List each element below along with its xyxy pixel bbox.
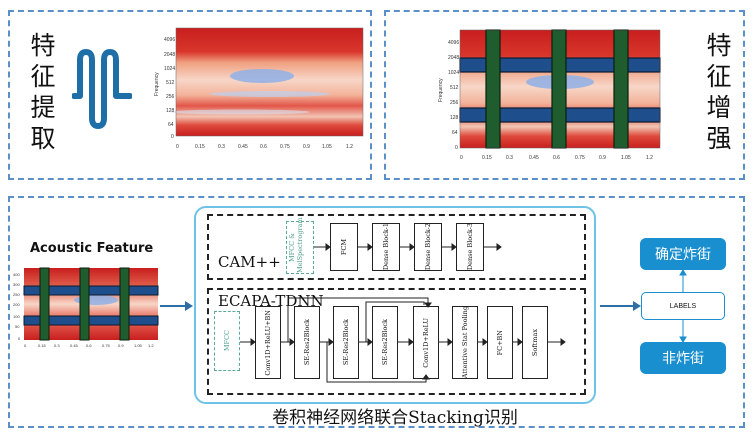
- ecapa-block: Softmax: [522, 306, 548, 379]
- output-connectors: [679, 269, 687, 343]
- output-labels: LABELS: [641, 292, 725, 320]
- y-tick-label: 4096: [448, 40, 459, 46]
- camplus-block: Dense Block-3: [456, 223, 484, 271]
- y-tick-label: 1024: [164, 66, 175, 72]
- y-tick-label: 4096: [164, 37, 175, 43]
- camplus-input-box: MFCC & MelSpectrogram: [286, 216, 314, 274]
- y-tick-label: 50: [15, 324, 20, 329]
- spectrogram-masked: Frequency 4096 2048 1024 512 256 128 64 …: [438, 29, 661, 161]
- stacking-label: 卷积神经网络联合Stacking识别: [272, 408, 518, 428]
- x-tick-label: 0.6: [553, 155, 560, 161]
- x-tick-label: 0.45: [238, 144, 248, 150]
- y-tick-label: 1024: [448, 70, 459, 76]
- y-tick-label: 64: [452, 130, 458, 136]
- y-tick-label: 256: [450, 100, 459, 106]
- y-tick-label: 256: [166, 94, 175, 100]
- spectrogram-plain: Frequency 4096 2048 1024 512 256 128 64 …: [154, 27, 364, 150]
- x-tick-label: 0.3: [506, 155, 513, 161]
- label-char: 取: [30, 124, 56, 153]
- x-tick-label: 0.75: [280, 144, 290, 150]
- label-char: 强: [706, 124, 732, 153]
- ecapa-block: Attentive Stat Pooling: [452, 306, 478, 379]
- x-tick-label: 1.05: [322, 144, 332, 150]
- x-tick-label: 0.45: [529, 155, 539, 161]
- x-tick-label: 0.9: [599, 155, 606, 161]
- y-tick-label: 2048: [164, 52, 175, 58]
- recognition-panel: [8, 196, 745, 428]
- camplus-arrows: [314, 243, 502, 251]
- y-tick-label: 300: [13, 282, 20, 287]
- label-char: 特: [30, 31, 56, 60]
- y-tick-label: 250: [13, 292, 20, 297]
- label-char: 增: [706, 93, 732, 122]
- y-axis-label: Frequency: [438, 78, 444, 102]
- x-tick-label: 1.2: [346, 144, 353, 150]
- x-tick-label: 0.6: [86, 343, 92, 348]
- x-tick-label: 0.3: [218, 144, 225, 150]
- x-tick-label: 0.9: [118, 343, 124, 348]
- y-axis-label: Frequency: [154, 72, 160, 96]
- x-tick-label: 0: [176, 144, 179, 150]
- camplus-input-label: MFCC & MelSpectrogram: [288, 216, 304, 273]
- label-char: 征: [706, 62, 732, 91]
- x-tick-label: 0.75: [102, 343, 111, 348]
- camplus-title: CAM++: [218, 253, 281, 271]
- y-tick-label: 100: [13, 314, 20, 319]
- label-char: 特: [706, 31, 732, 60]
- y-tick-label: 200: [13, 302, 20, 307]
- y-tick-label: 0: [171, 134, 174, 140]
- feature-extraction-panel: [8, 10, 372, 180]
- x-tick-label: 0.15: [38, 343, 47, 348]
- x-tick-label: 1.2: [646, 155, 653, 161]
- ecapa-block: Conv1D+ReLU+BN: [255, 306, 281, 379]
- ecapa-input-box: MFCC: [214, 311, 240, 371]
- x-tick-label: 0.15: [195, 144, 205, 150]
- x-tick-label: 0.15: [482, 155, 492, 161]
- feature-enhancement-panel: [384, 10, 745, 180]
- y-tick-label: 128: [166, 108, 175, 114]
- ecapa-title: ECAPA-TDNN: [218, 292, 324, 310]
- label-char: 征: [30, 62, 56, 91]
- x-tick-label: 0: [460, 155, 463, 161]
- ecapa-block: SE-Res2Block: [294, 306, 320, 379]
- x-tick-label: 1.05: [134, 343, 143, 348]
- x-tick-label: 1.2: [148, 343, 154, 348]
- ecapa-block: FC+BN: [487, 306, 513, 379]
- wave-squiggle-icon: [72, 49, 132, 129]
- arrow-to-labels: [600, 301, 641, 311]
- y-tick-label: 2048: [448, 55, 459, 61]
- x-tick-label: 0.75: [575, 155, 585, 161]
- acoustic-feature-spectrogram: 400 300 250 200 100 50 0 0 0.15 0.3 0.45…: [13, 267, 159, 348]
- ecapa-block: SE-Res2Block: [333, 306, 359, 379]
- x-tick-label: 1.05: [621, 155, 631, 161]
- y-tick-label: 400: [13, 272, 20, 277]
- y-tick-label: 512: [166, 80, 175, 86]
- ecapa-input-label: MFCC: [223, 330, 231, 352]
- x-tick-label: 0: [24, 343, 27, 348]
- y-tick-label: 128: [450, 115, 459, 121]
- x-tick-label: 0.9: [303, 144, 310, 150]
- camplus-branch: [207, 214, 586, 280]
- camplus-block: FCM: [330, 223, 358, 271]
- output-negative: 非炸街: [640, 342, 726, 374]
- output-positive: 确定炸街: [640, 238, 726, 270]
- ecapa-branch: [207, 288, 586, 395]
- y-tick-label: 64: [168, 122, 174, 128]
- acoustic-feature-title: Acoustic Feature: [30, 241, 154, 256]
- y-tick-label: 512: [450, 85, 459, 91]
- ecapa-arrows: [240, 297, 566, 383]
- y-tick-label: 0: [455, 145, 458, 151]
- arrow-to-models: [160, 301, 193, 311]
- label-char: 提: [30, 93, 56, 122]
- y-tick-label: 0: [18, 336, 21, 341]
- ecapa-block: SE-Res2Block: [372, 306, 398, 379]
- x-tick-label: 0.6: [260, 144, 267, 150]
- x-tick-label: 0.45: [70, 343, 79, 348]
- x-tick-label: 0.3: [54, 343, 60, 348]
